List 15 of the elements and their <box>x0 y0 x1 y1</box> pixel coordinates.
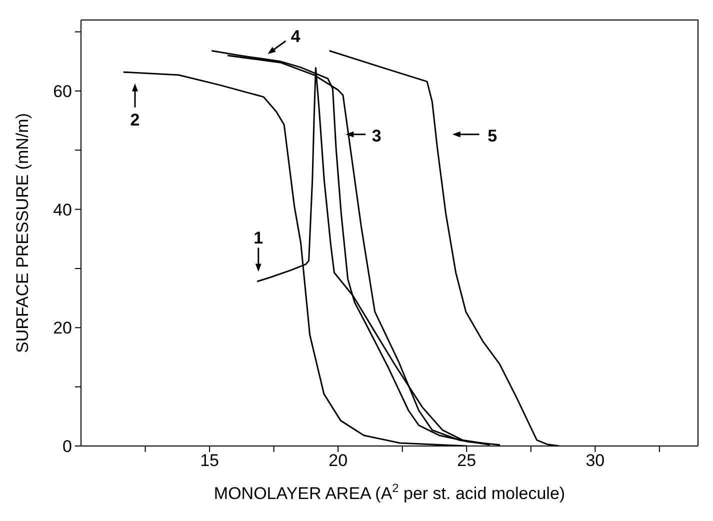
annotation: 1 <box>254 228 264 248</box>
y-tick-label: 20 <box>53 318 72 338</box>
y-tick-label: 60 <box>53 82 72 101</box>
y-tick-label: 40 <box>53 200 72 220</box>
x-tick-label: 30 <box>586 451 605 470</box>
annotation: 2 <box>130 110 140 129</box>
y-tick-label: 0 <box>62 436 72 456</box>
annotation: 3 <box>372 126 382 145</box>
annotation: 5 <box>488 126 498 145</box>
x-axis-title: MONOLAYER AREA (A$^{2}$ per st. acid molecule) <box>214 481 566 503</box>
x-tick-label: 15 <box>200 451 220 470</box>
y-axis-title: SURFACE PRESSURE (mN/m) <box>13 113 32 353</box>
annotation: 4 <box>290 26 301 46</box>
x-tick-label: 20 <box>328 451 348 470</box>
x-tick-label: 25 <box>457 451 476 470</box>
